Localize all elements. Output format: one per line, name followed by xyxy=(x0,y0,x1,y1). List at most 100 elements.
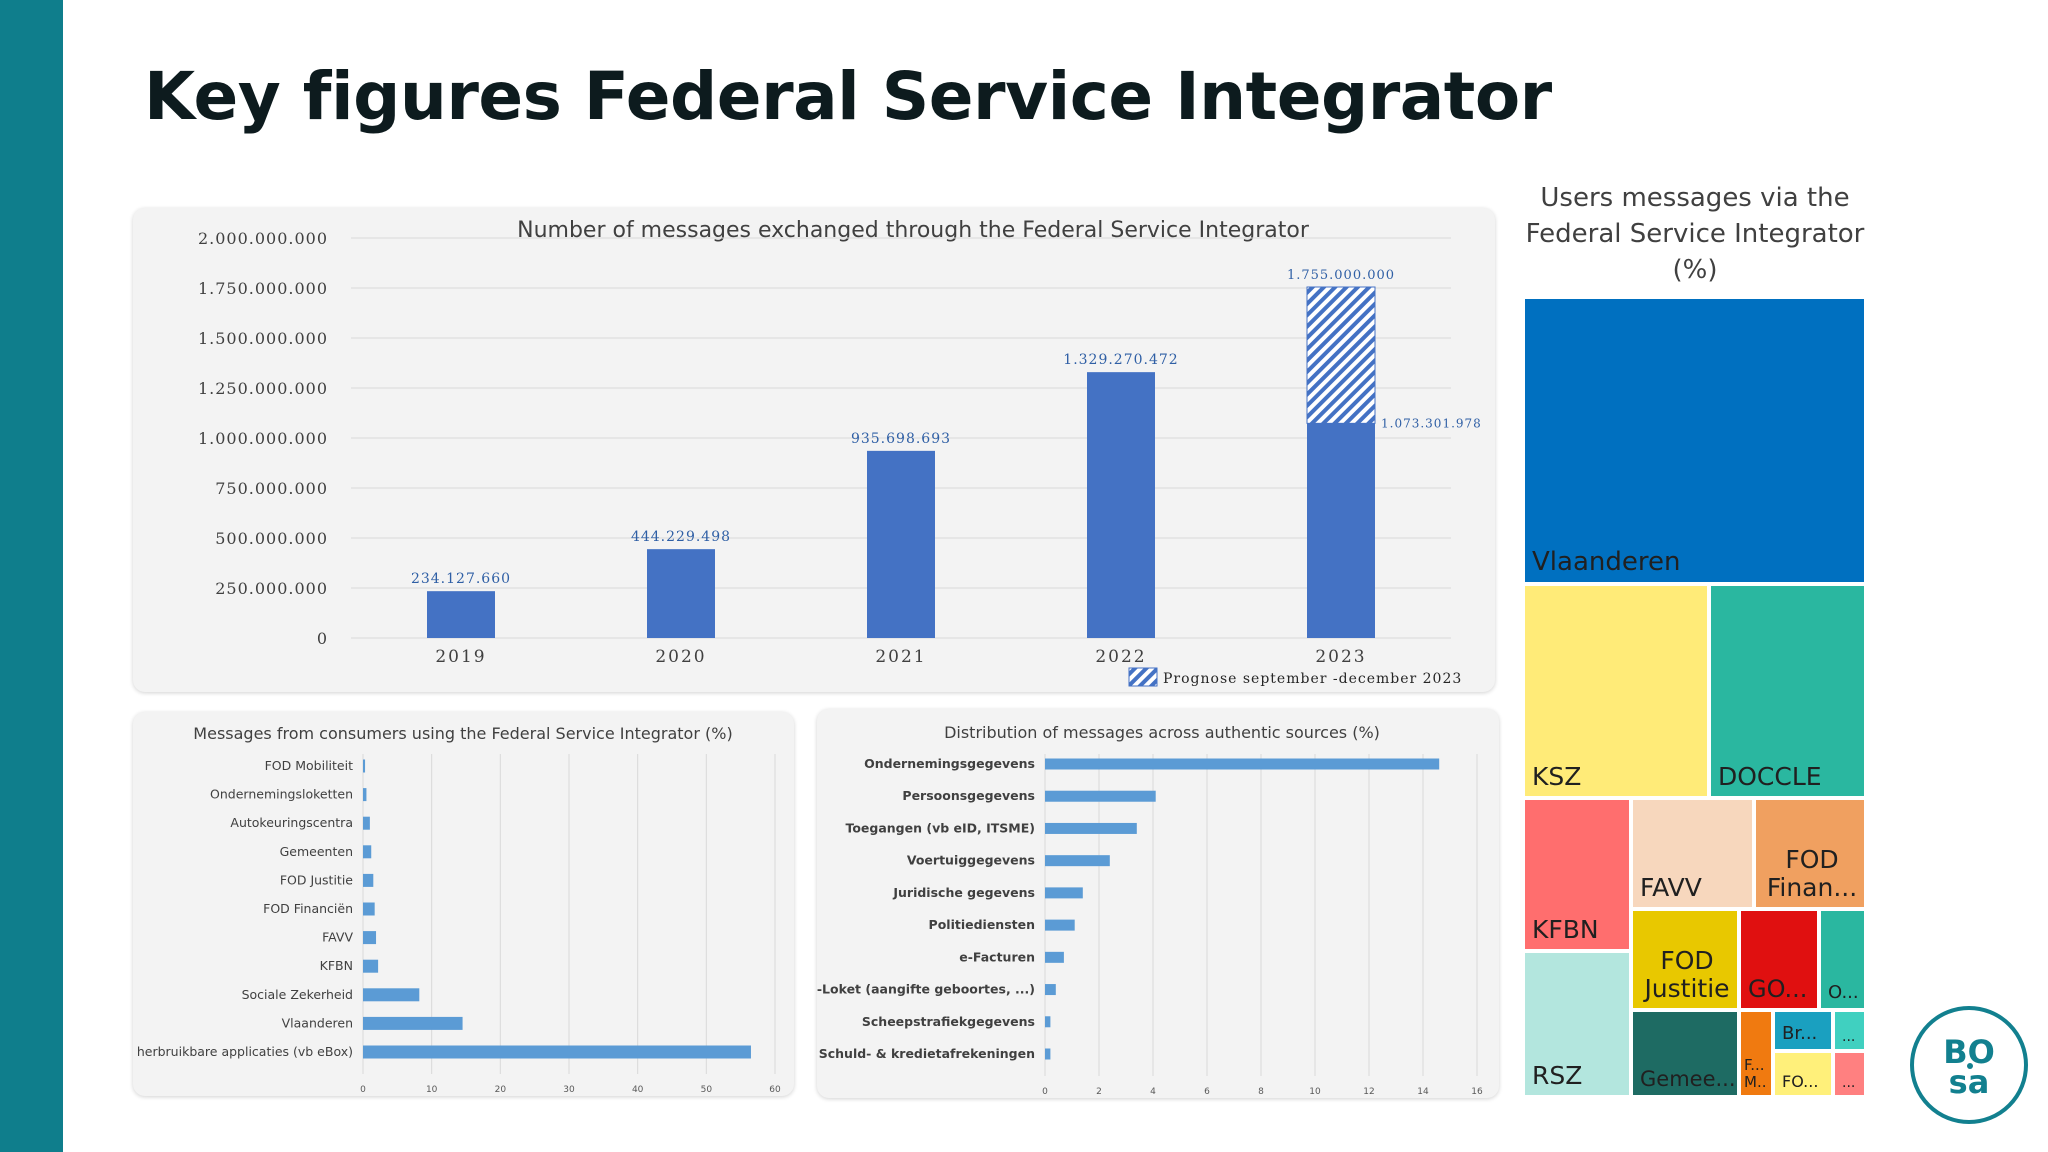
x-tick-label: 2021 xyxy=(875,647,926,667)
category-label: Sociale Zekerheid xyxy=(242,987,353,1002)
treemap-tile: GO... xyxy=(1739,909,1819,1010)
bar-value-label: 234.127.660 xyxy=(411,571,511,587)
y-tick-label: 1.250.000.000 xyxy=(198,379,328,398)
y-tick-label: 750.000.000 xyxy=(215,479,328,498)
bar xyxy=(363,845,372,859)
x-tick-label: 16 xyxy=(1471,1087,1483,1097)
y-tick-label: 1.500.000.000 xyxy=(198,329,328,348)
y-tick-label: 500.000.000 xyxy=(215,529,328,548)
x-tick-label: 14 xyxy=(1417,1087,1429,1097)
category-label: Juridische gegevens xyxy=(892,885,1035,900)
category-label: Toegangen (vb eID, ITSME) xyxy=(845,820,1035,835)
bosa-logo: BO sa xyxy=(1910,1006,2028,1124)
category-label: Gemeenten xyxy=(280,844,353,859)
chart-title: Distribution of messages across authenti… xyxy=(944,723,1380,742)
treemap-tile: FOD Justitie xyxy=(1631,909,1739,1010)
treemap-tile-label: FAVV xyxy=(1640,874,1702,903)
x-tick-label: 4 xyxy=(1150,1087,1156,1097)
treemap-tile: O... xyxy=(1819,909,1866,1010)
accent-bar xyxy=(0,0,63,1152)
bar xyxy=(363,988,420,1002)
bar xyxy=(1045,951,1064,963)
treemap-tile-label: GO... xyxy=(1748,976,1808,1004)
treemap-tile-label: KFBN xyxy=(1532,916,1599,945)
x-tick-label: 30 xyxy=(563,1085,575,1095)
treemap-tile: Vlaanderen xyxy=(1523,297,1866,584)
legend-swatch xyxy=(1128,667,1158,687)
bar xyxy=(867,450,935,638)
bar-value-label: 935.698.693 xyxy=(851,431,951,447)
x-tick-label: 10 xyxy=(426,1085,438,1095)
treemap-tile: DOCCLE xyxy=(1709,584,1866,798)
x-tick-label: 8 xyxy=(1258,1087,1264,1097)
messages-per-year-svg: Number of messages exchanged through the… xyxy=(198,218,1481,687)
treemap-tile-label: ... xyxy=(1842,1074,1856,1091)
treemap-tile: Gemee... xyxy=(1631,1010,1739,1097)
bar xyxy=(1045,887,1083,899)
x-tick-label: 50 xyxy=(701,1085,713,1095)
bar xyxy=(1087,372,1155,638)
treemap-tile-label: Gemee... xyxy=(1640,1066,1734,1091)
users-treemap: Vlaanderen KSZ DOCCLE KFBN FAVV FOD Finan... R… xyxy=(1523,297,1866,1097)
y-tick-label: 0 xyxy=(317,629,328,648)
category-label: KFBN xyxy=(320,958,353,973)
treemap-tile: FOD Finan... xyxy=(1754,798,1866,909)
bar xyxy=(363,759,366,773)
bar xyxy=(363,788,367,802)
treemap-tile-label: DOCCLE xyxy=(1718,763,1822,792)
treemap-title-line: Users messages via the xyxy=(1540,183,1850,213)
treemap-tile-label: KSZ xyxy=(1532,763,1582,792)
logo-text-top: BO xyxy=(1943,1033,1995,1071)
consumers-chart: Messages from consumers using the Federa… xyxy=(133,712,794,1096)
category-label: e-Facturen xyxy=(959,949,1035,964)
bar xyxy=(1045,822,1137,834)
category-label: FOD Mobiliteit xyxy=(265,758,353,773)
x-tick-label: 2 xyxy=(1096,1087,1102,1097)
bar xyxy=(363,931,377,945)
bar xyxy=(363,816,370,830)
page-title: Key figures Federal Service Integrator xyxy=(144,58,1552,135)
x-tick-label: 60 xyxy=(769,1085,781,1095)
x-tick-label: 0 xyxy=(360,1085,366,1095)
treemap-tile-label: FOD Finan... xyxy=(1766,845,1858,903)
bar xyxy=(363,902,375,916)
treemap-tile: FAVV xyxy=(1631,798,1754,909)
category-label: Scheepstrafiekgegevens xyxy=(862,1014,1035,1029)
x-tick-label: 20 xyxy=(495,1085,507,1095)
treemap-tile-label: FOD Justitie xyxy=(1644,946,1730,1004)
bar xyxy=(363,1045,751,1059)
category-label: Voertuiggegevens xyxy=(907,853,1035,868)
category-label: e-Loket (aangifte geboortes, ...) xyxy=(817,982,1035,997)
consumers-svg: Messages from consumers using the Federa… xyxy=(137,724,781,1095)
y-tick-label: 1.750.000.000 xyxy=(198,279,328,298)
bar-value-label: 1.329.270.472 xyxy=(1063,352,1178,368)
treemap-tile: ... xyxy=(1833,1051,1866,1097)
category-label: Autokeuringscentra xyxy=(230,815,353,830)
x-tick-label: 0 xyxy=(1042,1087,1048,1097)
bar xyxy=(1045,919,1075,931)
forecast-bar xyxy=(1306,286,1376,424)
legend-label: Prognose september -december 2023 xyxy=(1163,671,1462,687)
x-tick-label: 2020 xyxy=(655,647,706,667)
bar xyxy=(1045,758,1440,770)
category-label: Ondernemingsgegevens xyxy=(864,756,1035,771)
treemap-tile-label: Br... xyxy=(1782,1024,1818,1045)
x-tick-label: 6 xyxy=(1204,1087,1210,1097)
category-label: herbruikbare applicaties (vb eBox) xyxy=(137,1044,353,1059)
bar xyxy=(363,959,379,973)
treemap-tile-label: FO... xyxy=(1782,1072,1819,1091)
sources-svg: Distribution of messages across authenti… xyxy=(817,723,1483,1097)
treemap-tile-label: RSZ xyxy=(1532,1062,1583,1091)
x-tick-label: 40 xyxy=(632,1085,644,1095)
treemap-title: Users messages via the Federal Service I… xyxy=(1520,180,1870,288)
category-label: Politiediensten xyxy=(929,917,1035,932)
y-tick-label: 1.000.000.000 xyxy=(198,429,328,448)
sources-chart: Distribution of messages across authenti… xyxy=(817,709,1499,1098)
forecast-label: 1.755.000.000 xyxy=(1287,268,1395,283)
bar-value-label: 444.229.498 xyxy=(631,529,731,545)
category-label: FOD Financiën xyxy=(263,901,353,916)
chart-title: Messages from consumers using the Federa… xyxy=(193,724,732,743)
treemap-tile-label: ... xyxy=(1842,1028,1856,1045)
x-tick-label: 2022 xyxy=(1095,647,1146,667)
logo-text-bottom: sa xyxy=(1948,1063,1990,1101)
